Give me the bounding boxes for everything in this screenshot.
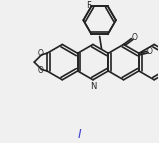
Text: O: O — [131, 33, 137, 42]
Text: O: O — [147, 47, 153, 56]
Text: F: F — [86, 1, 91, 10]
Text: O: O — [38, 49, 44, 58]
Text: I: I — [78, 128, 82, 141]
Text: N: N — [90, 82, 96, 91]
Text: O: O — [38, 66, 44, 75]
